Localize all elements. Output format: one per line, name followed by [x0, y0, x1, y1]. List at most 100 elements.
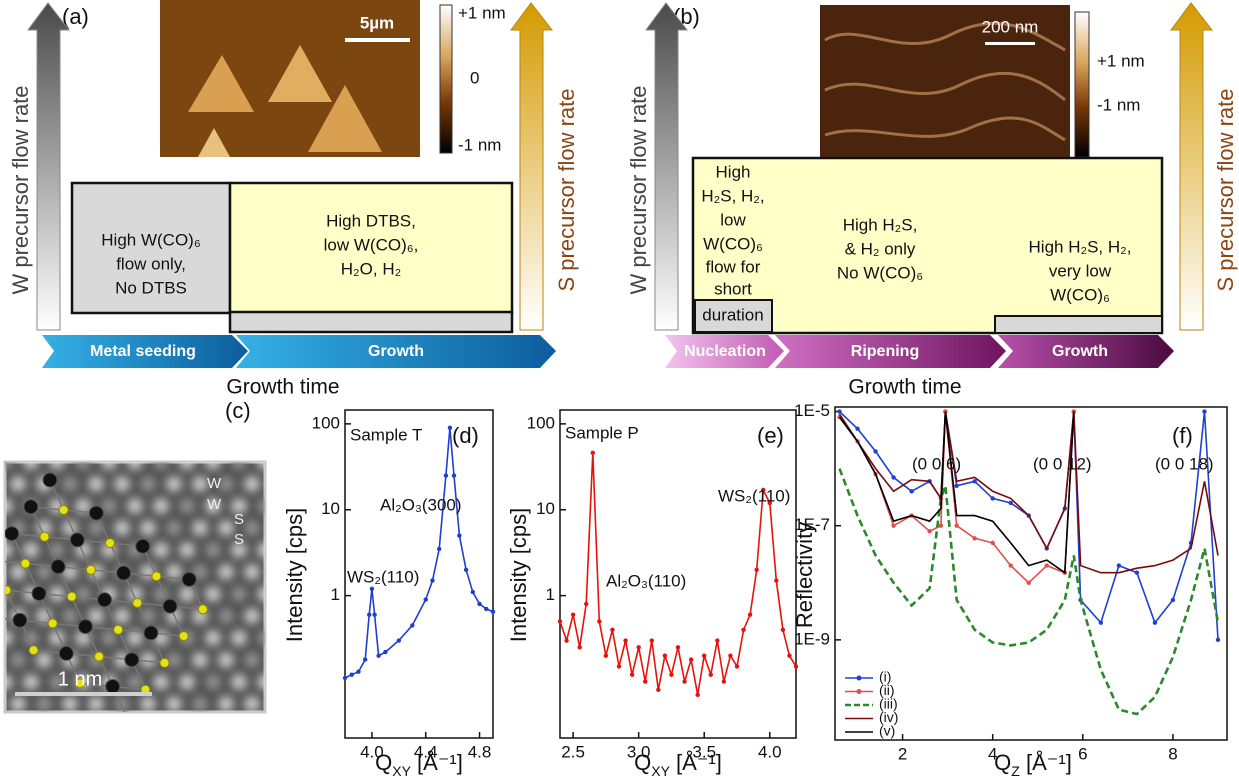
box-text: & H₂ only [845, 239, 916, 258]
contrast-spot [114, 520, 130, 536]
box-text: W(CO)₆ [1050, 285, 1110, 304]
flow-bar [230, 312, 512, 332]
s-atom [86, 565, 95, 574]
data-point [972, 536, 976, 540]
x-axis-label-part: XY [651, 763, 670, 776]
data-point [610, 628, 614, 632]
contrast-spot [49, 542, 65, 558]
data-point [452, 473, 456, 477]
box-text: High H₂S, [843, 215, 918, 234]
contrast-spot [88, 476, 104, 492]
data-point [477, 602, 481, 606]
contrast-spot [257, 498, 273, 514]
annotation: (0 0 6) [912, 454, 961, 473]
contrast-spot [101, 410, 117, 426]
data-point [774, 578, 778, 582]
contrast-spot [88, 696, 104, 712]
contrast-spot [23, 410, 39, 426]
data-point [564, 638, 568, 642]
contrast-spot [192, 740, 208, 756]
data-point [356, 670, 360, 674]
s-atom [152, 572, 161, 581]
flow-bar [995, 316, 1162, 333]
plot-title: Sample P [565, 423, 639, 442]
w-atom [70, 533, 84, 547]
x-tick-label: 6 [1078, 744, 1087, 763]
box-text: short [714, 279, 752, 298]
contrast-spot [283, 410, 299, 426]
data-point [471, 590, 475, 594]
contrast-spot [166, 696, 182, 712]
data-point [484, 607, 488, 611]
y-tick-label: 10 [536, 499, 555, 518]
colorbar [1075, 12, 1089, 157]
data-point [424, 597, 428, 601]
contrast-spot [296, 696, 312, 712]
box-text: High DTBS, [326, 211, 416, 230]
contrast-spot [270, 740, 286, 756]
w-atom [98, 593, 112, 607]
contrast-spot [270, 696, 286, 712]
data-point [1135, 571, 1139, 575]
data-point [891, 523, 895, 527]
data-point [689, 657, 693, 661]
s-atom [29, 646, 38, 655]
contrast-spot [114, 696, 130, 712]
w-atom [13, 613, 27, 627]
contrast-spot [257, 410, 273, 426]
box-text: High H₂S, H₂, [1029, 237, 1132, 256]
contrast-spot [257, 630, 273, 646]
contrast-spot [62, 608, 78, 624]
contrast-spot [218, 608, 234, 624]
box-text: duration [702, 305, 763, 324]
legend-marker [857, 676, 862, 681]
contrast-spot [127, 410, 143, 426]
contrast-spot [192, 432, 208, 448]
data-point [1216, 638, 1220, 642]
y-tick-label: 1 [546, 585, 555, 604]
box-text: High W(CO)₆ [101, 230, 200, 249]
x-axis-label: QZ [Å⁻¹] [994, 750, 1072, 776]
x-axis-label-part: XY [392, 763, 411, 776]
data-line [840, 412, 1074, 573]
data-point [623, 638, 627, 642]
w-atom [43, 473, 57, 487]
contrast-spot [0, 410, 13, 426]
data-point [663, 653, 667, 657]
contrast-spot [49, 718, 65, 734]
plot-title: Sample T [350, 425, 422, 444]
time-label: Growth time [848, 376, 961, 399]
data-line [345, 428, 493, 678]
contrast-spot [10, 696, 26, 712]
contrast-spot [283, 454, 299, 470]
data-point [682, 679, 686, 683]
data-point [1117, 563, 1121, 567]
contrast-spot [257, 454, 273, 470]
data-point [636, 645, 640, 649]
y-tick-label: 1 [331, 585, 340, 604]
data-point [991, 496, 995, 500]
data-point [728, 653, 732, 657]
annotation: (0 0 18) [1155, 454, 1214, 473]
data-line [840, 412, 1074, 583]
contrast-spot [270, 476, 286, 492]
contrast-spot [140, 740, 156, 756]
data-point [383, 650, 387, 654]
s-atom [48, 619, 57, 628]
contrast-spot [88, 432, 104, 448]
contrast-spot [127, 454, 143, 470]
data-point [837, 409, 841, 413]
contrast-spot [62, 432, 78, 448]
contrast-spot [166, 520, 182, 536]
contrast-spot [257, 542, 273, 558]
y-axis-label: Intensity [cps] [282, 508, 307, 643]
atom-label: W [207, 475, 222, 492]
box-text: flow for [706, 257, 761, 276]
panel-label: (d) [452, 423, 479, 448]
data-point [1009, 563, 1013, 567]
box-text: low [720, 210, 746, 229]
data-point [702, 653, 706, 657]
contrast-spot [218, 520, 234, 536]
contrast-spot [166, 432, 182, 448]
atom-label: S [234, 511, 244, 528]
